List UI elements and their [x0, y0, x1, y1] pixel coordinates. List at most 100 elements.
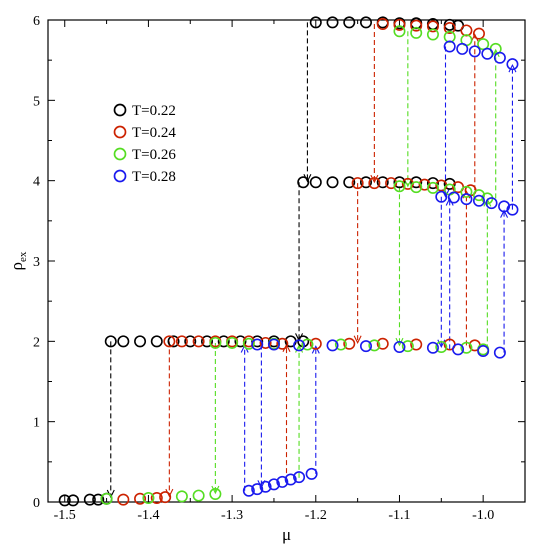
data-point — [359, 176, 372, 189]
x-tick-label: -1.4 — [137, 508, 159, 523]
data-point — [276, 475, 289, 488]
transition-arrow-head — [395, 337, 404, 347]
transition-arrow-head — [211, 485, 220, 495]
data-point — [242, 337, 255, 350]
data-point — [217, 335, 230, 348]
data-point — [159, 491, 172, 504]
data-point — [305, 467, 318, 480]
data-point — [297, 176, 310, 189]
data-point — [393, 340, 406, 353]
data-point — [167, 335, 180, 348]
data-point — [506, 58, 519, 71]
data-point — [460, 185, 473, 198]
data-point — [456, 42, 469, 55]
data-point — [481, 47, 494, 60]
y-axis-label-main: ρ — [7, 262, 26, 270]
data-point — [376, 337, 389, 350]
data-point — [201, 335, 214, 348]
data-point — [83, 493, 96, 506]
data-point — [443, 40, 456, 53]
x-tick-label: -1.2 — [305, 508, 327, 523]
data-point — [163, 335, 176, 348]
data-point — [276, 337, 289, 350]
data-point — [226, 336, 239, 349]
data-point — [393, 176, 406, 189]
data-point — [259, 480, 272, 493]
data-point — [251, 338, 264, 351]
data-point — [468, 45, 481, 58]
series-t-0-24 — [117, 18, 485, 506]
data-point — [460, 24, 473, 37]
data-point — [460, 341, 473, 354]
data-point — [175, 490, 188, 503]
transition-arrow-head — [403, 178, 412, 188]
transition-arrow-head — [353, 335, 362, 344]
data-point — [117, 335, 130, 348]
data-point — [209, 336, 222, 349]
data-point — [493, 51, 506, 64]
data-point — [326, 339, 339, 352]
data-point — [452, 343, 465, 356]
data-point — [309, 16, 322, 29]
data-point — [472, 27, 485, 40]
data-point — [293, 339, 306, 352]
data-point — [326, 16, 339, 29]
x-tick-label: -1.5 — [54, 508, 76, 523]
data-point — [67, 494, 80, 507]
series-t-0-22 — [58, 16, 465, 507]
y-axis-label-subscript: ex — [17, 251, 29, 262]
data-point — [104, 335, 117, 348]
legend-marker — [113, 147, 127, 161]
data-point — [447, 191, 460, 204]
data-point — [309, 337, 322, 350]
data-point — [393, 18, 406, 31]
data-point — [58, 494, 71, 507]
data-point — [175, 335, 188, 348]
legend-marker — [113, 169, 127, 183]
x-tick-label: -1.0 — [472, 508, 494, 523]
x-axis-label: μ — [282, 525, 291, 544]
data-point — [259, 336, 272, 349]
data-point — [410, 176, 423, 189]
legend-marker — [113, 125, 127, 139]
data-point — [443, 22, 456, 35]
data-point — [209, 487, 222, 500]
data-point — [393, 180, 406, 193]
y-tick-label: 0 — [33, 496, 40, 511]
axis-ticks: -1.5 -1.4 -1.3 -1.2 -1.1 -1.0 0 1 2 3 4 5 6 — [33, 14, 525, 523]
transition-arrow-head — [311, 345, 320, 354]
y-tick-label: 4 — [33, 175, 40, 190]
data-point — [284, 473, 297, 486]
data-point — [368, 339, 381, 352]
data-point — [426, 177, 439, 190]
data-point — [134, 335, 147, 348]
x-tick-label: -1.1 — [388, 508, 410, 523]
transition-arrows — [106, 22, 517, 499]
transition-arrow-head — [508, 63, 517, 73]
data-point — [184, 335, 197, 348]
data-point — [267, 338, 280, 351]
data-point — [359, 340, 372, 353]
legend-label: T=0.24 — [132, 125, 176, 141]
data-point — [326, 176, 339, 189]
data-point — [393, 25, 406, 38]
transition-arrow-head — [491, 48, 500, 58]
data-point — [410, 181, 423, 194]
data-point — [443, 18, 456, 31]
data-point — [117, 493, 130, 506]
data-point — [426, 28, 439, 41]
data-point — [477, 344, 490, 357]
data-point — [410, 26, 423, 39]
x-tick-label: -1.3 — [221, 508, 243, 523]
data-point — [242, 484, 255, 497]
data-point — [472, 194, 485, 207]
data-point — [301, 338, 314, 351]
data-point — [426, 181, 439, 194]
data-point — [267, 478, 280, 491]
data-point — [142, 491, 155, 504]
data-point — [150, 335, 163, 348]
data-point — [460, 193, 473, 206]
data-point — [92, 493, 105, 506]
legend-label: T=0.26 — [132, 147, 176, 163]
